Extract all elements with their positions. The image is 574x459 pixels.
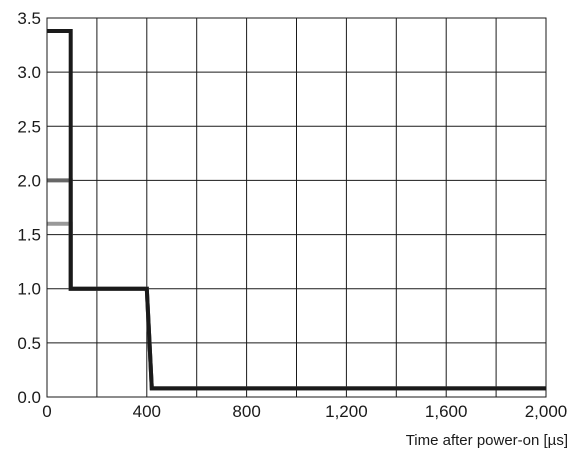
- plot-frame: [46, 17, 547, 398]
- x-tick-label: 1,600: [425, 402, 468, 421]
- series-line-3: [47, 28, 546, 391]
- y-tick-label: 3.0: [17, 63, 41, 82]
- y-tick-label: 0.0: [17, 388, 41, 407]
- x-axis-label: Time after power-on [µs]: [406, 432, 568, 449]
- y-tick-label: 3.5: [17, 9, 41, 28]
- y-tick-label: 2.0: [17, 171, 41, 190]
- x-tick-label: 2,000: [525, 402, 568, 421]
- x-tick-label: 0: [42, 402, 51, 421]
- series-group: [47, 28, 546, 391]
- y-tick-label: 0.5: [17, 334, 41, 353]
- x-tick-label: 800: [232, 402, 260, 421]
- y-tick-label: 1.5: [17, 226, 41, 245]
- x-tick-label: 400: [133, 402, 161, 421]
- tick-labels: 0 400 800 1,200 1,600 2,000 0.0 0.5 1.0 1.5 2.0 2.5…: [17, 9, 567, 421]
- grid: [47, 18, 546, 397]
- y-tick-label: 1.0: [17, 280, 41, 299]
- x-tick-label: 1,200: [325, 402, 368, 421]
- y-tick-label: 2.5: [17, 117, 41, 136]
